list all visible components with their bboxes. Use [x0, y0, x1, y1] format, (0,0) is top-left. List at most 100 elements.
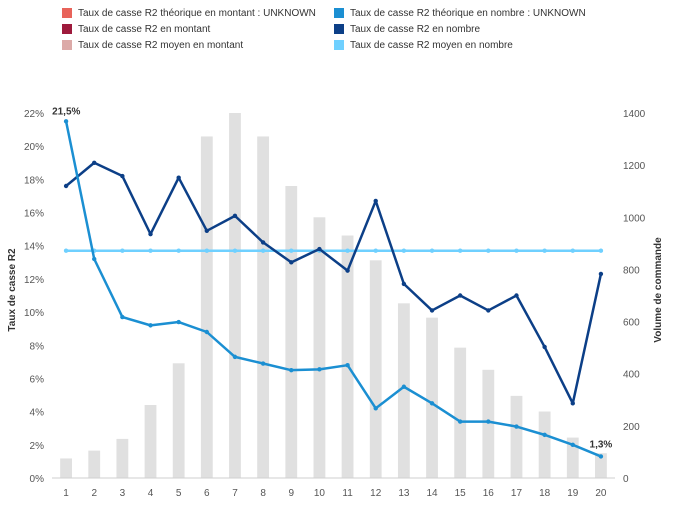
series-point[interactable]: [289, 248, 294, 253]
series-point[interactable]: [317, 367, 322, 372]
series-point[interactable]: [514, 293, 519, 298]
series-point[interactable]: [598, 271, 604, 277]
volume-bar[interactable]: [200, 136, 213, 478]
series-point[interactable]: [120, 248, 125, 253]
series-point[interactable]: [401, 281, 407, 287]
series-point[interactable]: [148, 248, 153, 253]
series-point[interactable]: [542, 344, 547, 350]
volume-bar[interactable]: [369, 260, 382, 478]
series-point[interactable]: [570, 442, 575, 448]
series-point[interactable]: [429, 308, 435, 313]
volume-bar[interactable]: [257, 136, 270, 478]
volume-bar[interactable]: [88, 450, 101, 478]
volume-bar[interactable]: [454, 347, 467, 478]
series-line[interactable]: [65, 161, 603, 405]
series-point[interactable]: [486, 419, 491, 424]
legend-label: Taux de casse R2 théorique en montant : …: [78, 7, 316, 19]
volume-bar[interactable]: [482, 369, 495, 478]
series-point[interactable]: [317, 246, 322, 252]
series-point[interactable]: [204, 329, 210, 335]
series-point[interactable]: [373, 406, 378, 411]
series-line[interactable]: [64, 121, 602, 458]
series-point[interactable]: [598, 248, 604, 253]
series-point[interactable]: [92, 160, 97, 165]
series-point[interactable]: [120, 314, 125, 320]
legend-item[interactable]: Taux de casse R2 théorique en montant : …: [62, 6, 316, 20]
series-point[interactable]: [570, 248, 575, 253]
volume-bar[interactable]: [397, 303, 410, 478]
series-point[interactable]: [514, 248, 519, 253]
series-point[interactable]: [570, 401, 575, 406]
x-tick-label: 14: [426, 488, 438, 499]
volume-bar[interactable]: [313, 217, 326, 479]
volume-bar[interactable]: [595, 453, 607, 478]
series-point[interactable]: [63, 119, 69, 124]
volume-bar[interactable]: [172, 363, 185, 478]
series-point[interactable]: [486, 248, 491, 253]
series-point[interactable]: [63, 183, 69, 189]
series-point[interactable]: [457, 293, 463, 298]
series-point[interactable]: [486, 308, 491, 313]
volume-bar[interactable]: [285, 186, 298, 478]
right-tick-label: 800: [623, 265, 640, 276]
series-point[interactable]: [401, 248, 407, 253]
series-point[interactable]: [401, 384, 407, 389]
x-tick-label: 7: [232, 488, 238, 499]
series-point[interactable]: [232, 354, 238, 360]
volume-bar[interactable]: [510, 395, 523, 478]
legend-label: Taux de casse R2 théorique en nombre : U…: [350, 7, 586, 19]
series-point[interactable]: [63, 248, 69, 253]
series-point[interactable]: [542, 248, 547, 253]
legend-item[interactable]: Taux de casse R2 moyen en montant: [62, 38, 243, 52]
series-point[interactable]: [345, 362, 350, 368]
series-point[interactable]: [176, 175, 181, 180]
series-point[interactable]: [176, 319, 181, 325]
right-tick-label: 1000: [623, 213, 646, 224]
series-point[interactable]: [232, 248, 238, 253]
series-point[interactable]: [345, 248, 350, 253]
series-point[interactable]: [289, 367, 294, 373]
series-point[interactable]: [148, 231, 153, 237]
series-point[interactable]: [429, 401, 435, 406]
series-point[interactable]: [457, 248, 463, 253]
x-tick-label: 11: [342, 488, 353, 499]
series-point[interactable]: [176, 248, 181, 253]
series-point[interactable]: [204, 228, 210, 233]
right-tick-label: 1400: [623, 109, 646, 120]
legend-item[interactable]: Taux de casse R2 théorique en nombre : U…: [334, 6, 586, 20]
series-point[interactable]: [204, 248, 210, 253]
legend-swatch: [334, 40, 344, 50]
x-tick-label: 6: [204, 488, 210, 499]
series-point[interactable]: [598, 454, 604, 459]
volume-bar[interactable]: [144, 405, 157, 478]
series-point[interactable]: [373, 198, 378, 204]
series-point[interactable]: [373, 248, 378, 253]
legend-item[interactable]: Taux de casse R2 moyen en nombre: [334, 38, 513, 52]
volume-bar[interactable]: [426, 317, 438, 478]
volume-bar[interactable]: [566, 437, 579, 478]
series-point[interactable]: [148, 323, 153, 328]
series-point[interactable]: [429, 248, 435, 253]
series-point[interactable]: [260, 240, 266, 245]
volume-bar[interactable]: [116, 438, 129, 478]
series-point[interactable]: [542, 432, 547, 438]
series-point[interactable]: [232, 213, 238, 219]
series-point[interactable]: [92, 256, 97, 262]
series-point[interactable]: [345, 268, 350, 273]
legend-item[interactable]: Taux de casse R2 en montant: [62, 22, 210, 36]
volume-bars: [60, 113, 607, 479]
x-tick-label: 20: [595, 488, 607, 499]
x-tick-label: 5: [176, 488, 182, 499]
series-point[interactable]: [260, 361, 266, 366]
series-point[interactable]: [260, 248, 266, 253]
volume-bar[interactable]: [60, 458, 72, 478]
volume-bar[interactable]: [538, 411, 551, 478]
series-point[interactable]: [514, 424, 519, 429]
series-point[interactable]: [457, 419, 463, 424]
series-point[interactable]: [120, 173, 125, 179]
volume-bar[interactable]: [341, 235, 354, 478]
legend-item[interactable]: Taux de casse R2 en nombre: [334, 22, 480, 36]
data-label: 21,5%: [52, 106, 80, 117]
volume-bar[interactable]: [229, 113, 241, 478]
series-point[interactable]: [289, 260, 294, 265]
